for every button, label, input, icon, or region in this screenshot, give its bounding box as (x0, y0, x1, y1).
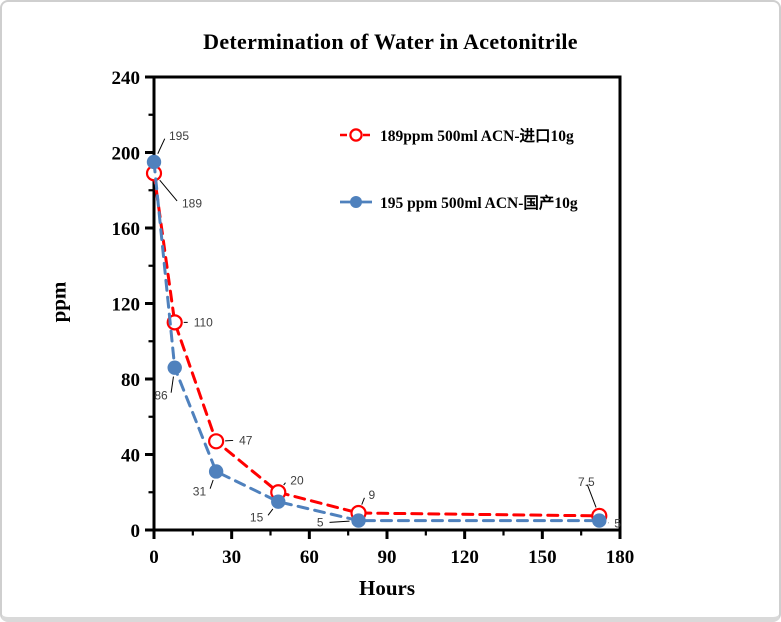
data-point-marker (208, 433, 225, 450)
x-tick-label: 90 (378, 547, 397, 568)
point-label-leader (157, 138, 166, 154)
legend-label-imported: 189ppm 500ml ACN-进口10g (380, 128, 574, 145)
point-label-leader (329, 520, 350, 523)
point-label: 5 (317, 516, 324, 530)
y-tick-label: 80 (121, 370, 140, 391)
y-tick-label: 240 (112, 68, 141, 89)
data-point-marker (146, 154, 162, 170)
point-label-leader (283, 482, 286, 486)
x-tick-label: 150 (528, 547, 557, 568)
data-point-marker (271, 494, 286, 509)
data-point-marker (208, 464, 224, 479)
point-label: 7.5 (578, 475, 595, 489)
legend: 189ppm 500ml ACN-进口10g 195 ppm 500ml ACN… (339, 122, 578, 215)
y-axis-title: ppm (46, 281, 71, 323)
y-tick-label: 160 (112, 219, 141, 240)
point-label: 5 (614, 517, 621, 531)
y-tick-label: 120 (112, 295, 141, 316)
data-point-marker (167, 360, 182, 375)
point-label-leader (267, 508, 274, 516)
point-label: 9 (369, 488, 376, 502)
chart-title: Determination of Water in Acetonitrile (203, 29, 578, 54)
point-label-leader (586, 484, 597, 508)
point-label-leader (361, 497, 365, 505)
point-label: 86 (154, 389, 168, 403)
data-point-marker (351, 513, 366, 528)
point-label: 195 (169, 129, 189, 143)
point-label: 31 (193, 484, 207, 498)
legend-label-domestic: 195 ppm 500ml ACN-国产10g (380, 195, 578, 212)
point-label-leader (209, 479, 214, 489)
legend-marker-domestic-icon (340, 196, 372, 208)
legend-item-imported: 189ppm 500ml ACN-进口10g (339, 122, 578, 148)
x-tick-label: 180 (606, 547, 635, 568)
legend-marker-imported-icon (340, 128, 372, 142)
legend-item-domestic: 195 ppm 500ml ACN-国产10g (339, 189, 578, 215)
point-label: 20 (290, 473, 304, 487)
point-label: 47 (239, 433, 253, 447)
series-line-1 (152, 160, 601, 523)
x-tick-label: 0 (149, 547, 159, 568)
x-tick-label: 60 (300, 547, 319, 568)
x-tick-label: 120 (450, 547, 479, 568)
point-label-leader (170, 376, 174, 393)
x-tick-label: 30 (222, 547, 241, 568)
data-point-marker (592, 513, 607, 528)
series-line-0 (152, 171, 601, 518)
point-label-leader (159, 179, 178, 202)
point-label: 15 (250, 511, 264, 525)
point-label: 110 (194, 315, 213, 329)
y-tick-label: 200 (112, 144, 141, 165)
y-tick-label: 0 (131, 521, 141, 542)
y-tick-label: 40 (121, 446, 140, 467)
point-label: 189 (182, 196, 202, 210)
x-axis-title: Hours (358, 576, 416, 600)
